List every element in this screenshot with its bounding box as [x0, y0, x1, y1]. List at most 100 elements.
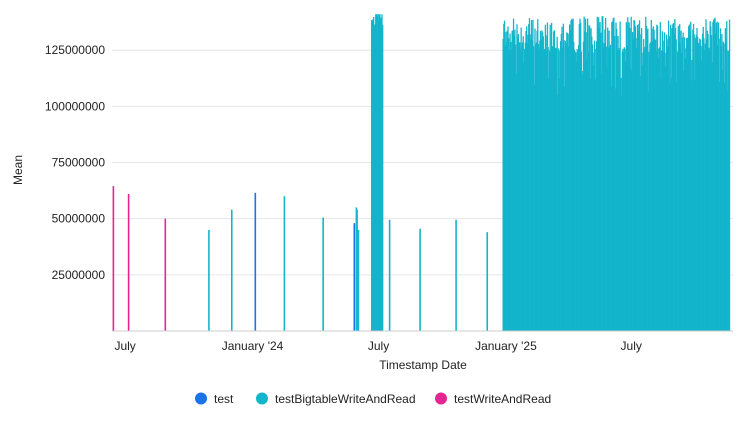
- bar: [660, 78, 662, 331]
- bar: [635, 38, 637, 331]
- legend-label: testBigtableWriteAndRead: [275, 392, 416, 406]
- bar: [675, 39, 677, 331]
- bar: [706, 39, 708, 331]
- bar: [569, 30, 571, 331]
- bar: [601, 16, 603, 331]
- bar: [591, 36, 593, 331]
- bar: [574, 51, 576, 332]
- bar: [540, 39, 542, 332]
- bar: [667, 20, 670, 332]
- bar: [618, 48, 620, 332]
- bar: [505, 31, 507, 331]
- bar: [564, 41, 567, 331]
- bar: [573, 41, 575, 331]
- bar: [559, 40, 562, 331]
- bar: [519, 42, 521, 331]
- bar: [353, 223, 356, 331]
- y-tick-label: 50000000: [52, 212, 106, 226]
- bar: [579, 18, 581, 332]
- bar: [709, 21, 711, 332]
- bar: [572, 18, 574, 331]
- bar: [661, 31, 664, 331]
- bar: [607, 48, 610, 331]
- bar: [708, 47, 710, 331]
- bar: [688, 26, 690, 332]
- x-tick-label: July: [114, 339, 135, 353]
- bar: [621, 51, 623, 331]
- bar: [593, 40, 596, 331]
- bar: [565, 43, 567, 332]
- bar: [455, 219, 457, 331]
- bar: [592, 52, 594, 331]
- bar: [381, 14, 383, 331]
- bar: [678, 41, 680, 332]
- bar: [650, 20, 652, 331]
- bar: [718, 38, 720, 331]
- bar: [379, 14, 381, 331]
- bar: [524, 42, 526, 331]
- bar: [694, 37, 697, 331]
- bar: [634, 26, 637, 331]
- bar: [683, 70, 685, 332]
- bar: [717, 45, 719, 331]
- bar: [604, 17, 607, 331]
- bar: [681, 37, 684, 331]
- bar: [589, 78, 592, 331]
- bar: [581, 74, 583, 332]
- x-tick-label: January '25: [475, 339, 537, 353]
- bar: [580, 22, 582, 332]
- bar: [646, 30, 648, 331]
- bar: [683, 37, 686, 331]
- bar: [586, 59, 588, 331]
- bar: [538, 48, 540, 332]
- x-tick-label: July: [621, 339, 642, 353]
- bar: [561, 26, 563, 331]
- bar: [536, 30, 538, 331]
- bar: [562, 47, 564, 332]
- bar: [519, 50, 522, 332]
- bar: [631, 32, 634, 332]
- legend: test testBigtableWriteAndRead testWriteAnd…: [195, 392, 551, 406]
- bar: [693, 34, 695, 332]
- bar: [642, 52, 644, 331]
- bar: [523, 48, 526, 332]
- bar: [612, 18, 614, 332]
- bar: [641, 65, 643, 332]
- bar: [505, 41, 508, 332]
- bar: [624, 48, 626, 331]
- bar: [586, 18, 589, 331]
- bar: [605, 46, 607, 332]
- bar: [544, 24, 547, 331]
- bar: [513, 35, 515, 332]
- bar: [655, 51, 657, 331]
- y-tick-label: 100000000: [45, 99, 105, 113]
- bar: [704, 43, 706, 332]
- bar: [630, 16, 632, 332]
- bar: [527, 34, 529, 331]
- bar: [514, 44, 517, 331]
- bar: [679, 43, 682, 332]
- bar: [606, 67, 608, 332]
- bar: [690, 21, 692, 332]
- bar: [610, 86, 612, 331]
- bar: [629, 28, 631, 332]
- bar: [541, 30, 543, 331]
- bar: [698, 45, 700, 331]
- bar: [665, 66, 667, 331]
- bar: [707, 34, 709, 331]
- bar: [620, 77, 622, 331]
- bar: [716, 21, 718, 331]
- chart-bars: [112, 14, 731, 332]
- bar: [674, 19, 676, 331]
- bar: [712, 19, 715, 331]
- bar: [627, 24, 630, 332]
- bar: [567, 46, 569, 331]
- bar: [377, 14, 379, 331]
- bar: [556, 36, 558, 332]
- bar: [502, 38, 504, 332]
- bar: [520, 27, 522, 332]
- bar: [637, 31, 639, 332]
- bar: [602, 16, 604, 331]
- bar: [701, 33, 704, 332]
- bar: [638, 24, 640, 332]
